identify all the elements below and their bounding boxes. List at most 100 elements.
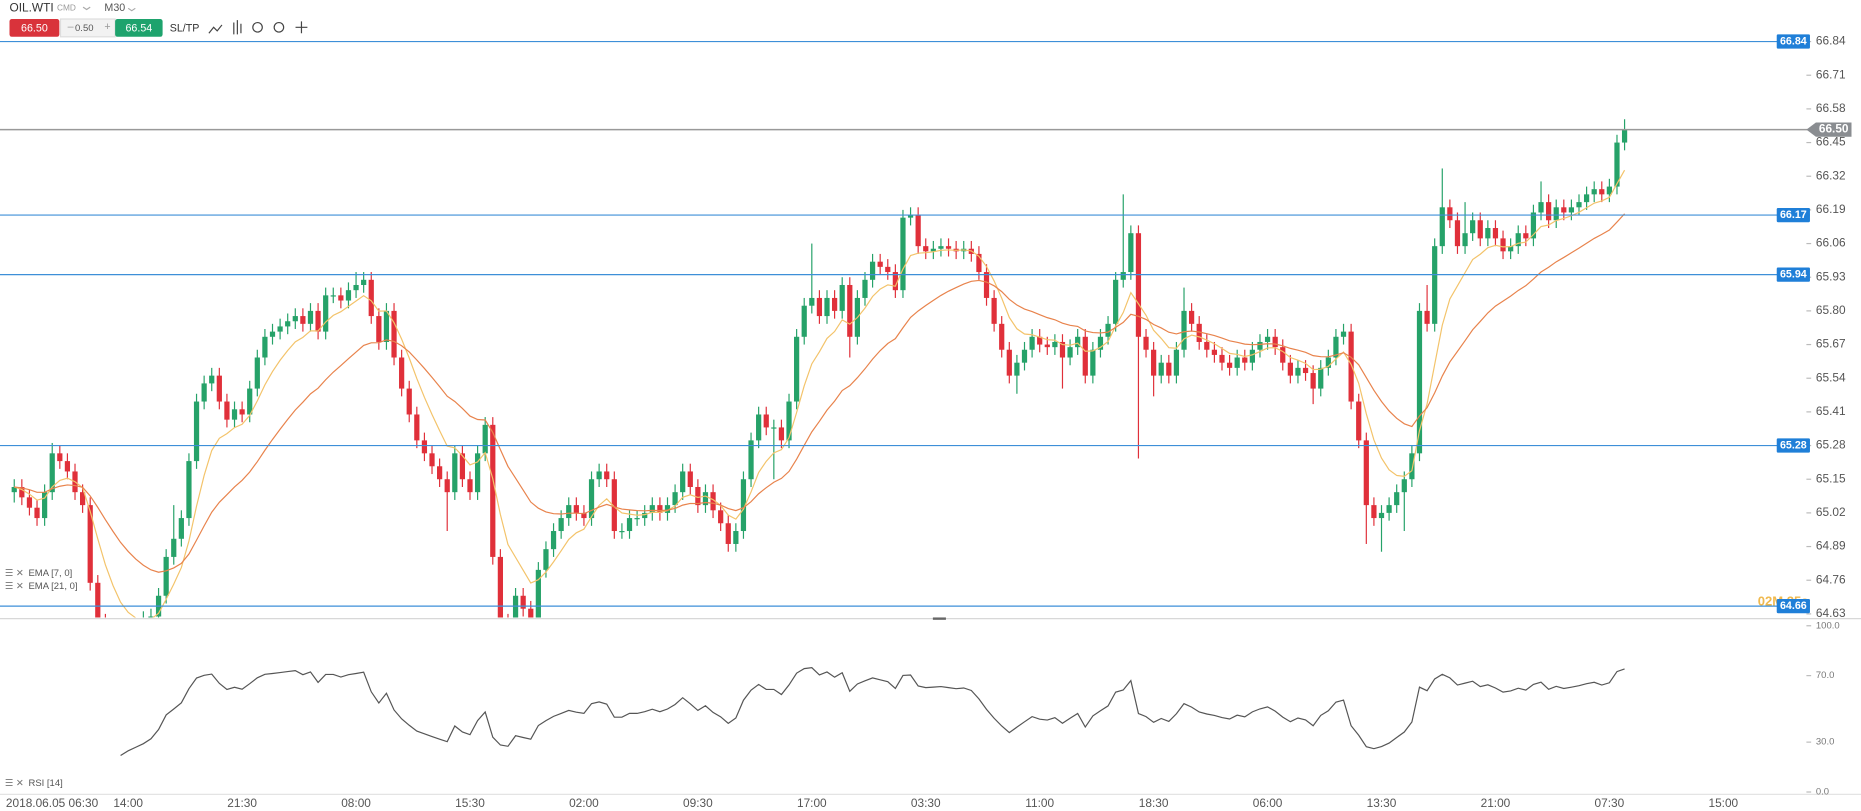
y-tick-label: 64.63 bbox=[1816, 606, 1846, 620]
candle-body bbox=[1371, 505, 1377, 519]
candle-body bbox=[1409, 453, 1415, 480]
rsi-pane bbox=[120, 667, 1625, 757]
candle-body bbox=[1242, 357, 1248, 363]
candle-body bbox=[300, 316, 306, 324]
candle-body bbox=[558, 518, 564, 532]
candle-body bbox=[695, 486, 701, 506]
candle-body bbox=[1621, 129, 1628, 143]
candle-body bbox=[345, 290, 352, 301]
minus[interactable]: – bbox=[68, 21, 74, 33]
candle-body bbox=[1416, 310, 1423, 454]
candle-body bbox=[824, 297, 830, 317]
x-tick-label: 17:00 bbox=[797, 796, 827, 810]
candle-body bbox=[520, 595, 526, 609]
legend-icon[interactable]: ☰ ✕ bbox=[5, 568, 24, 579]
candle-body bbox=[193, 401, 200, 462]
plus[interactable]: + bbox=[104, 21, 110, 33]
dropdown-icon[interactable] bbox=[82, 6, 91, 11]
level-label: 66.84 bbox=[1780, 35, 1807, 47]
candle-body bbox=[1583, 194, 1590, 203]
candle-body bbox=[687, 471, 693, 487]
zoom-in-icon[interactable] bbox=[273, 21, 285, 33]
candle-body bbox=[262, 336, 268, 358]
candle-body bbox=[869, 261, 876, 280]
candle-body bbox=[900, 217, 906, 291]
candle-body bbox=[604, 471, 610, 480]
sltp[interactable]: SL/TP bbox=[170, 22, 200, 34]
candle-body bbox=[611, 479, 617, 532]
candle-body bbox=[596, 471, 602, 480]
candle-body bbox=[1302, 367, 1309, 374]
dropdown-icon[interactable] bbox=[127, 7, 136, 12]
candle-body bbox=[376, 316, 382, 342]
candle-body bbox=[42, 492, 48, 519]
candle-body bbox=[1021, 349, 1028, 363]
candle-body bbox=[1204, 341, 1210, 350]
y-tick-label: 66.32 bbox=[1816, 168, 1846, 182]
axes: 66.84 66.71 66.58 66.45 66.32 66.19 66.06 65.93… bbox=[6, 34, 1846, 810]
level-label: 66.17 bbox=[1780, 209, 1807, 221]
candle-body bbox=[1173, 349, 1180, 376]
zoom-out-icon[interactable] bbox=[252, 21, 263, 33]
candle-body bbox=[1135, 233, 1142, 337]
candle-body bbox=[1447, 207, 1453, 221]
buy-button[interactable] bbox=[115, 18, 163, 37]
candle-body bbox=[664, 505, 671, 513]
candle-body bbox=[216, 375, 222, 402]
symbol[interactable]: OIL.WTI bbox=[9, 0, 53, 14]
candle-body bbox=[748, 440, 754, 480]
legend-icon[interactable]: ☰ ✕ bbox=[5, 778, 24, 789]
candle-body bbox=[923, 246, 929, 252]
candle-body bbox=[771, 427, 777, 429]
y-tick-label: 65.93 bbox=[1816, 269, 1846, 283]
candle-body bbox=[1249, 349, 1255, 363]
candle-body bbox=[1226, 362, 1233, 368]
candle-body bbox=[323, 295, 329, 332]
candle-body bbox=[907, 215, 914, 218]
candle-body bbox=[1196, 323, 1202, 342]
candle-body bbox=[566, 505, 572, 519]
candle-body bbox=[862, 279, 868, 298]
rsi-legend[interactable]: RSI [14] bbox=[28, 778, 62, 789]
y-tick-label: 65.54 bbox=[1816, 370, 1846, 384]
candle-body bbox=[201, 383, 207, 402]
candle-body bbox=[1568, 207, 1575, 213]
candle-body bbox=[163, 556, 169, 596]
candle-body bbox=[816, 297, 823, 317]
candle-body bbox=[794, 336, 800, 402]
candle-body bbox=[186, 461, 192, 519]
x-tick-label: 03:30 bbox=[911, 796, 941, 810]
ema-legend[interactable]: EMA [21, 0] bbox=[28, 581, 77, 592]
candle-body bbox=[254, 357, 260, 389]
candle-body bbox=[353, 284, 359, 291]
candle-body bbox=[87, 505, 93, 583]
candle-body bbox=[938, 246, 944, 249]
rsi-tick-label: 70.0 bbox=[1816, 670, 1834, 681]
legend-icon[interactable]: ☰ ✕ bbox=[5, 581, 24, 592]
crosshair-icon[interactable] bbox=[295, 21, 308, 34]
candle-body bbox=[1097, 336, 1104, 350]
level-label-box bbox=[1776, 598, 1810, 614]
candle-body bbox=[269, 331, 276, 337]
y-tick-label: 64.89 bbox=[1816, 539, 1846, 553]
candle-body bbox=[839, 284, 845, 311]
candle-body bbox=[634, 518, 640, 520]
candle-body bbox=[1044, 344, 1050, 348]
x-tick-label: 07:30 bbox=[1595, 796, 1625, 810]
timeframe[interactable]: M30 bbox=[104, 2, 125, 14]
candle-body bbox=[315, 310, 321, 332]
y-tick-label: 65.02 bbox=[1816, 505, 1846, 519]
candle-body bbox=[1181, 310, 1187, 350]
sell-button[interactable] bbox=[9, 18, 60, 37]
buy-price[interactable]: 66.54 bbox=[126, 22, 153, 34]
ema-legend[interactable]: EMA [7, 0] bbox=[28, 568, 72, 579]
candle-icon[interactable] bbox=[233, 20, 242, 35]
candle-body bbox=[1067, 347, 1073, 358]
line-chart-icon[interactable] bbox=[208, 24, 223, 34]
sell-price[interactable]: 66.50 bbox=[21, 22, 48, 34]
candle-body bbox=[1325, 357, 1331, 368]
candle-body bbox=[1158, 362, 1164, 376]
candle-body bbox=[1386, 505, 1392, 513]
candle-body bbox=[1188, 310, 1195, 324]
